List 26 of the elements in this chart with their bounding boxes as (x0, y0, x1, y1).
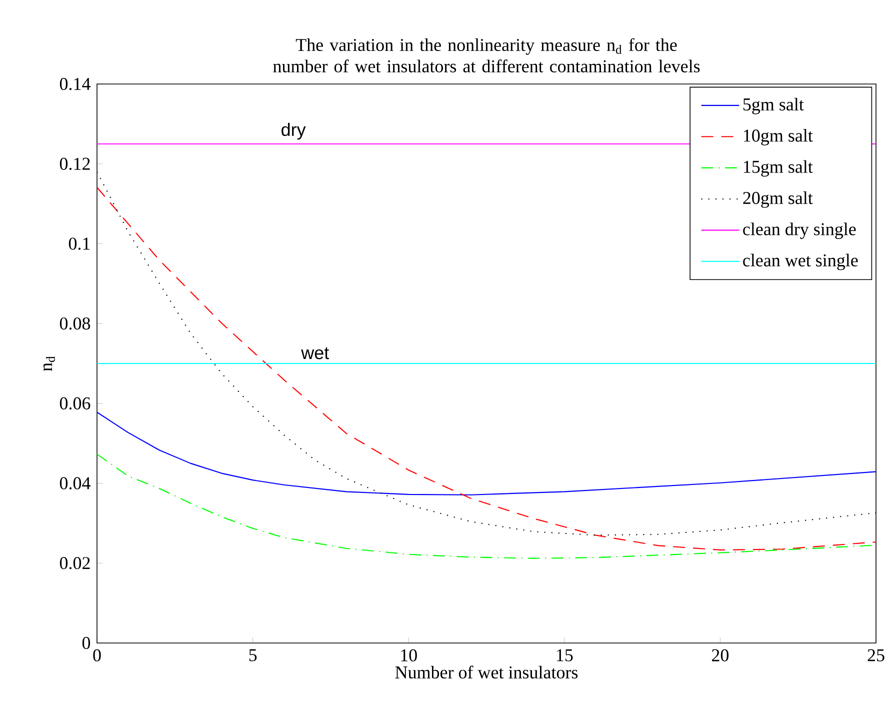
legend-label: 15gm salt (744, 160, 813, 177)
x-tick-label: 10 (401, 649, 417, 662)
x-tick-label: 25 (868, 649, 884, 662)
legend-label: clean wet single (743, 254, 858, 270)
y-axis-title: n$_{d}$ (43, 356, 55, 372)
line-series (97, 412, 876, 496)
x-tick-label: 15 (556, 649, 573, 662)
annotation: dry (282, 122, 306, 140)
x-tick-label: 5 (249, 649, 257, 662)
y-tick-label: 0.14 (60, 78, 90, 90)
chart-title: The variation in the nonlinearity measure n$_{d}$ for the number of wet insulators at different contamination levels (273, 38, 700, 72)
legend-label: 20gm salt (743, 191, 813, 208)
x-tick-label: 0 (93, 649, 101, 662)
y-tick-label: 0.04 (60, 477, 90, 490)
y-tick-label: 0 (82, 636, 90, 650)
x-axis-title: Number of wet insulators (395, 666, 578, 679)
legend-label: 5gm salt (743, 98, 804, 114)
y-tick-label: 0.1 (68, 238, 90, 250)
x-tick-label: 20 (712, 649, 729, 662)
y-tick-label: 0.02 (60, 557, 90, 570)
y-tick-label: 0.08 (60, 317, 90, 330)
y-tick-label: 0.12 (60, 158, 90, 170)
annotation: wet (301, 347, 329, 360)
legend-label: 10gm salt (744, 129, 813, 146)
legend-label: clean dry single (743, 222, 856, 239)
y-tick-label: 0.06 (60, 397, 90, 410)
